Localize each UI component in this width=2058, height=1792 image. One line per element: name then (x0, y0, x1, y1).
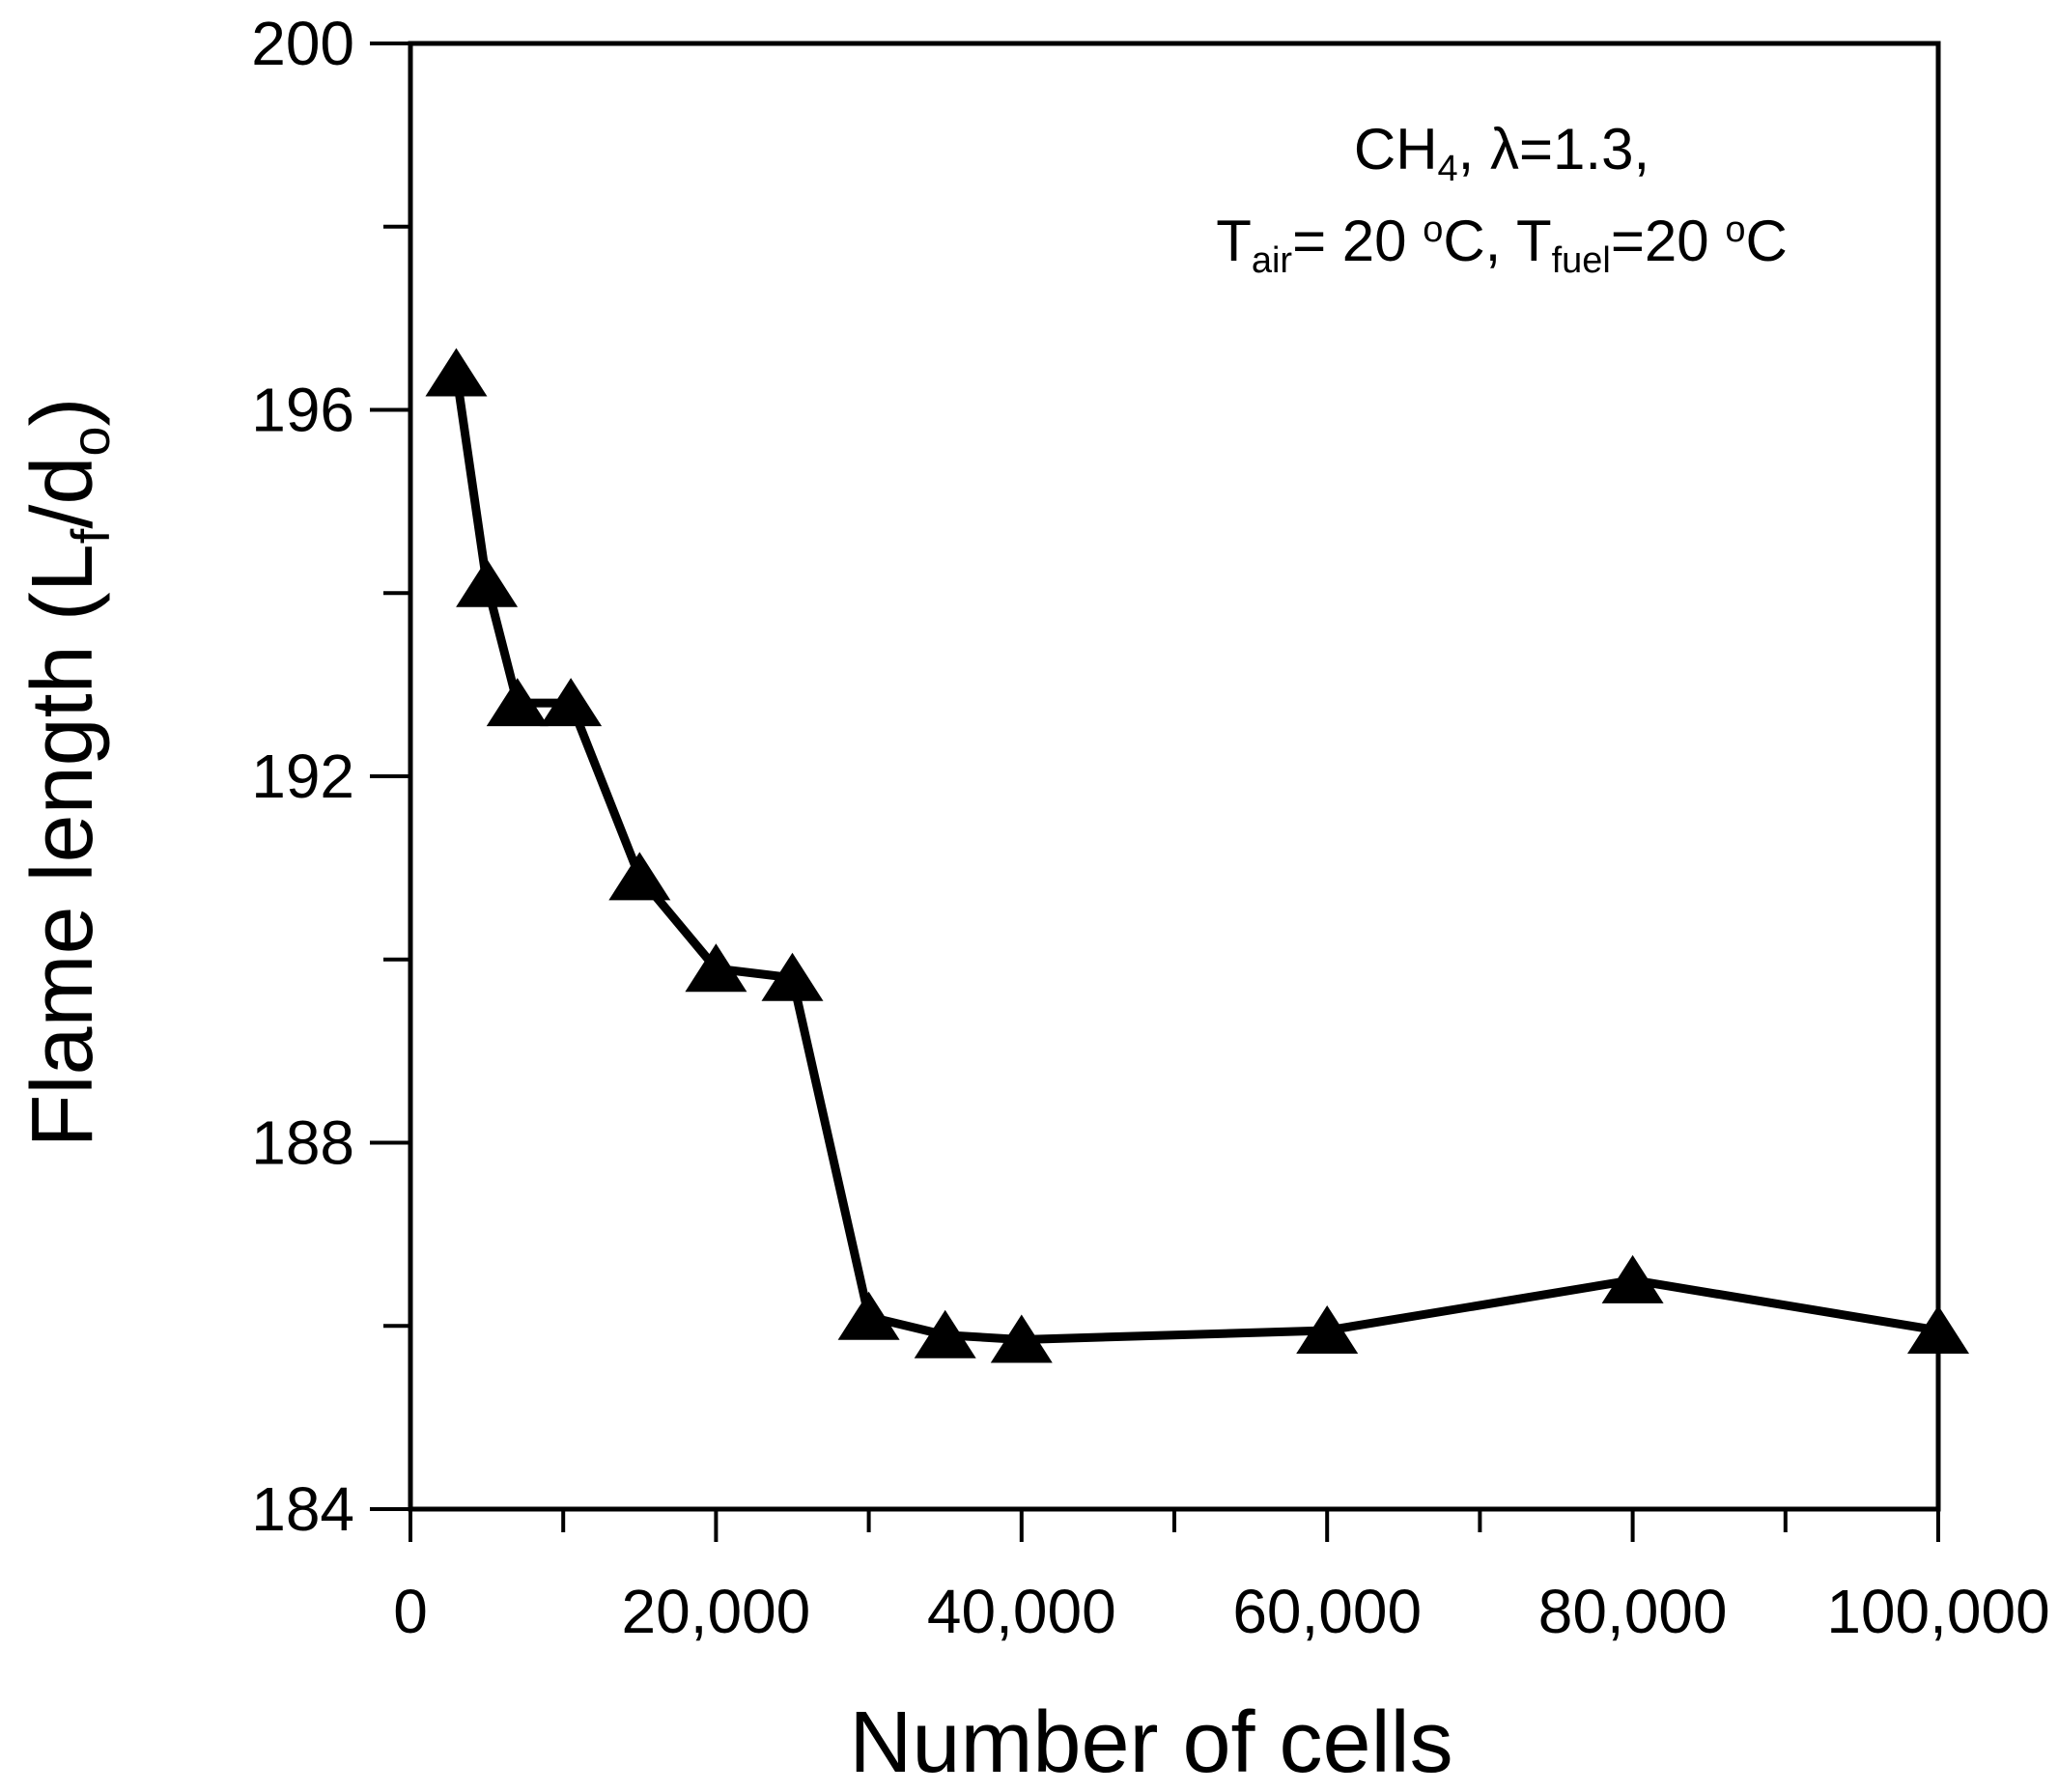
data-point-marker (914, 1309, 976, 1358)
annotation-line-2: Tair= 20 oC, Tfuel=20 oC (1216, 209, 1788, 281)
tick-labels: 0 20,000 40,000 60,000 80,000 100,000 184 188 19… (251, 9, 2049, 1646)
x-tick-label: 80,000 (1538, 1577, 1728, 1646)
x-tick-label: 60,000 (1232, 1577, 1422, 1646)
x-tick-label: 20,000 (622, 1577, 811, 1646)
x-tick-label: 100,000 (1826, 1577, 2049, 1646)
data-point-marker (425, 348, 488, 397)
data-point-marker (990, 1314, 1053, 1363)
x-tick-label: 0 (393, 1577, 428, 1646)
data-point-marker (486, 678, 549, 727)
data-point-marker (837, 1291, 900, 1340)
data-point-marker (1601, 1254, 1664, 1303)
x-axis-title: Number of cells (849, 1694, 1452, 1791)
y-tick-label: 200 (251, 9, 354, 78)
data-point-marker (456, 558, 519, 607)
data-point-marker (608, 852, 671, 901)
data-point-marker (685, 943, 747, 993)
y-axis-title: Flame length (Lf/do) (14, 397, 121, 1147)
y-tick-label: 184 (251, 1474, 354, 1544)
data-point-marker (1296, 1304, 1359, 1354)
axis-ticks (370, 42, 1940, 1542)
series-line (452, 372, 1939, 1344)
data-point-marker (540, 678, 603, 727)
annotation-line-1: CH4, λ=1.3, (1354, 117, 1649, 189)
x-tick-label: 40,000 (927, 1577, 1116, 1646)
data-point-marker (1907, 1304, 1969, 1354)
y-tick-label: 188 (251, 1108, 354, 1178)
y-tick-label: 192 (251, 742, 354, 811)
data-point-marker (761, 952, 824, 1001)
data-series (425, 348, 1969, 1363)
y-tick-label: 196 (251, 376, 354, 445)
